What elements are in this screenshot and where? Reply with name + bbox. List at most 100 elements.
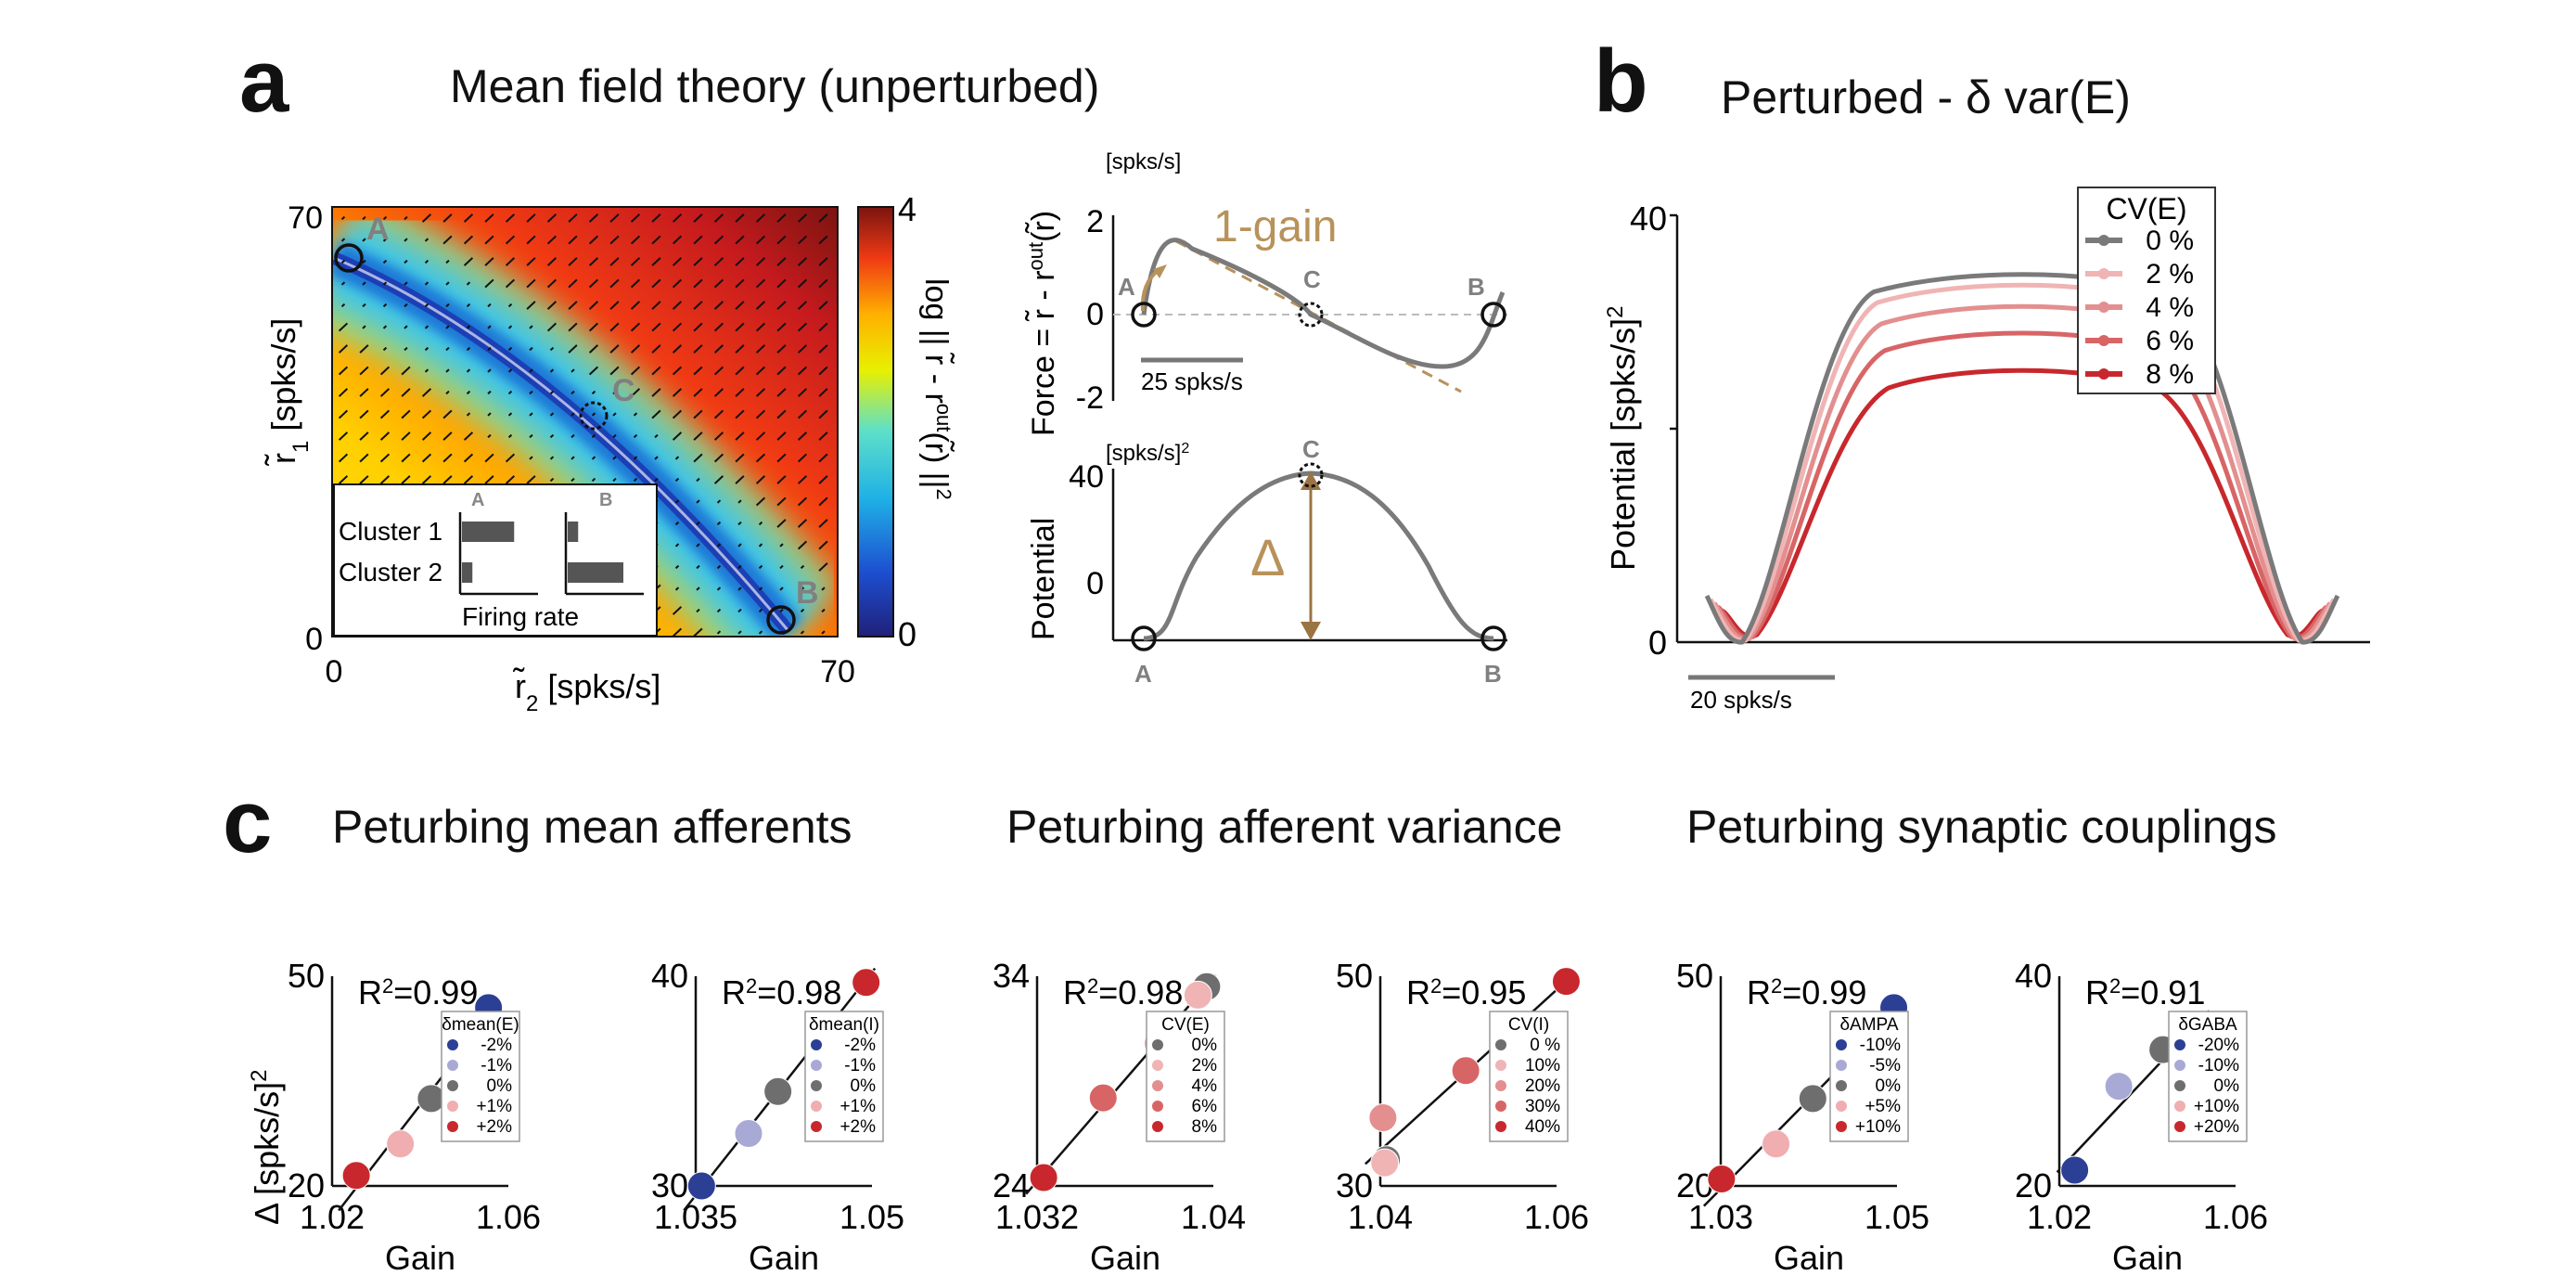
vector-arrow: [609, 344, 620, 354]
vector-arrow: [672, 322, 683, 332]
vector-arrow: [549, 390, 555, 395]
c-xtick-left: 1.035: [654, 1198, 737, 1236]
vector-arrow: [630, 344, 641, 354]
scatter-plot-6: 40 201.02 1.06 Gain R2=0.91 δGABA-20%-10%0%+1…: [2015, 957, 2268, 1277]
vector-arrow: [487, 390, 492, 395]
c-r2-label: R2=0.99: [358, 973, 478, 1011]
vector-arrow: [776, 519, 787, 528]
vector-arrow: [570, 456, 575, 460]
vector-arrow: [818, 278, 828, 289]
vector-arrow: [630, 257, 641, 266]
b-series-curve-4: [1720, 367, 2325, 639]
vector-arrow: [404, 303, 408, 308]
vector-arrow: [672, 409, 683, 419]
vector-arrow: [818, 301, 828, 310]
vector-arrow: [442, 475, 453, 484]
vector-arrow: [797, 366, 808, 376]
force-point-c: C: [1303, 265, 1321, 293]
vector-arrow: [609, 257, 620, 266]
vector-arrow: [466, 346, 471, 352]
c-legend: [804, 1011, 884, 1142]
vector-arrow: [818, 496, 828, 507]
vector-arrow: [776, 409, 787, 419]
vector-arrow: [630, 278, 641, 289]
vector-arrow: [588, 366, 599, 376]
vector-arrow: [338, 431, 349, 441]
c-legend-swatch-2: [811, 1080, 822, 1091]
vector-arrow: [526, 278, 536, 289]
vector-arrow: [340, 238, 346, 242]
b-series-curves: [1704, 272, 2340, 645]
vector-arrow: [735, 453, 745, 463]
force-ytick-2: 2: [1086, 204, 1104, 239]
vector-arrow: [674, 543, 680, 547]
panel-label-b: b: [1594, 32, 1648, 131]
c-point-4: [1551, 967, 1581, 997]
vector-arrow: [755, 496, 766, 507]
potential-point-a: A: [1134, 660, 1152, 688]
c-legend-label-3: 6%: [1192, 1097, 1218, 1116]
c-legend-label-0: 0%: [1192, 1036, 1218, 1055]
vector-arrow: [340, 281, 346, 286]
vector-arrow: [359, 344, 369, 354]
vector-arrow: [609, 366, 620, 376]
vector-arrow: [487, 368, 492, 373]
vector-arrow: [651, 278, 661, 289]
vector-arrow: [693, 301, 703, 310]
b-series-curve-1: [1708, 282, 2337, 643]
vector-arrow: [529, 390, 533, 395]
vector-arrow: [633, 412, 638, 417]
vector-arrow: [779, 564, 784, 570]
vector-arrow: [529, 368, 533, 373]
vector-arrow: [549, 456, 555, 460]
vector-arrow: [445, 259, 450, 264]
c-ytick-bottom: 30: [651, 1166, 688, 1204]
vector-arrow: [716, 630, 722, 635]
vector-arrow: [568, 235, 578, 245]
vector-arrow: [758, 608, 763, 613]
vector-arrow: [463, 475, 474, 484]
vector-arrow: [445, 325, 450, 329]
c-point-4: [1707, 1164, 1737, 1193]
vector-arrow: [716, 499, 722, 504]
vector-arrow: [382, 346, 388, 352]
saddle-point-c: [579, 401, 609, 431]
vector-arrow: [821, 586, 826, 591]
fixed-point-a: [334, 243, 364, 273]
vector-arrow: [338, 409, 349, 419]
vector-arrow: [421, 388, 432, 397]
hm-xlabel: r̃2 [spks/s]: [512, 666, 660, 715]
vector-arrow: [463, 453, 474, 463]
c-legend-swatch-1: [1152, 1060, 1163, 1071]
vector-arrow: [549, 412, 555, 417]
c-legend-label-1: -10%: [2198, 1056, 2239, 1075]
vector-arrow: [338, 344, 349, 354]
vector-arrow: [445, 303, 450, 308]
vector-arrow: [776, 278, 787, 289]
vector-arrow: [672, 366, 683, 376]
c-legend-swatch-0: [811, 1039, 822, 1050]
c-legend-label-0: 0 %: [1530, 1036, 1560, 1055]
c-legend-swatch-3: [1836, 1101, 1847, 1112]
panel-a-title: Mean field theory (unperturbed): [450, 60, 1100, 112]
c-legend-label-3: +1%: [839, 1097, 876, 1116]
vector-arrow: [546, 213, 557, 223]
c-r2-label: R2=0.91: [2085, 973, 2205, 1011]
vector-arrow: [735, 257, 745, 266]
force-ytick-0: 0: [1086, 297, 1104, 332]
c-legend-swatch-0: [447, 1039, 458, 1050]
c-legend-label-4: +2%: [839, 1117, 876, 1137]
c-ytick-bottom: 20: [288, 1166, 325, 1204]
vector-arrow: [776, 344, 787, 354]
vector-arrow: [340, 303, 346, 308]
c-legend-swatch-1: [1495, 1060, 1506, 1071]
vector-arrow: [755, 322, 766, 332]
vector-arrow: [379, 409, 391, 419]
vector-arrow: [338, 322, 349, 332]
vector-arrow: [737, 521, 742, 526]
vector-arrow: [507, 346, 513, 352]
vector-arrow: [818, 475, 828, 484]
vector-arrow: [359, 409, 369, 419]
vector-arrow: [818, 562, 828, 572]
